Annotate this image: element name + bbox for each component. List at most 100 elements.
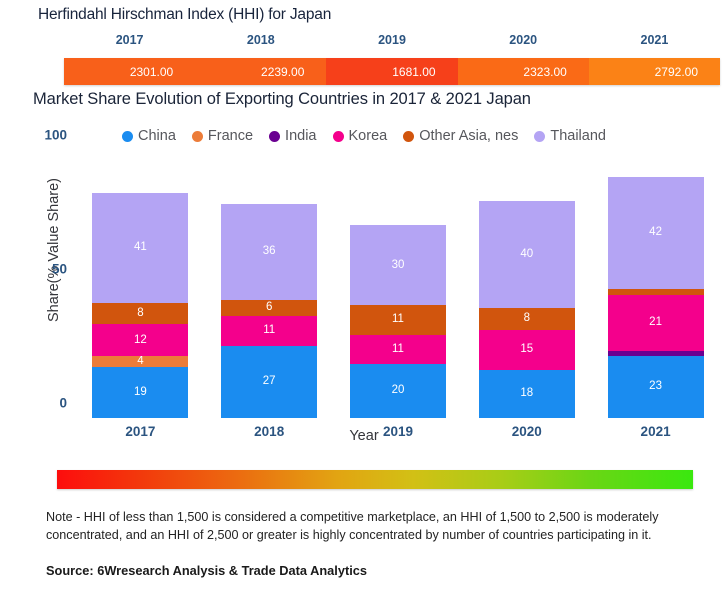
legend-item[interactable]: China	[122, 128, 176, 144]
bar-segment[interactable]: 11	[349, 305, 446, 335]
hhi-scale-gradient-bar	[57, 470, 693, 489]
bar-segment-value: 18	[520, 387, 534, 400]
bar-segment[interactable]	[607, 289, 704, 295]
bar-segment[interactable]: 11	[349, 334, 446, 365]
bar-segment-value: 27	[262, 375, 276, 388]
bar-segment-value: 23	[649, 380, 662, 393]
hhi-title: Herfindahl Hirschman Index (HHI) for Jap…	[38, 6, 332, 23]
legend-swatch-circle-icon	[191, 130, 203, 142]
hhi-year-label: 2021	[640, 33, 669, 47]
bar-segment[interactable]: 36	[221, 203, 318, 301]
chart-legend: China France India Korea Other Asia, nes Thai…	[0, 128, 728, 144]
hhi-value-bar: 2301.00 2239.00 1681.00 2323.00 2792.00	[64, 58, 721, 85]
bar-segment[interactable]: 4	[92, 354, 189, 368]
stacked-bar[interactable]: 20 11 11 30	[349, 225, 446, 418]
bar-segment-value: 11	[263, 324, 276, 337]
bar-segment-value: 6	[265, 301, 273, 314]
bar-segment[interactable]: 6	[221, 300, 318, 317]
bar-segment[interactable]: 27	[221, 345, 318, 418]
bar-segment[interactable]: 8	[92, 302, 189, 325]
bar-segment-value: 12	[133, 333, 147, 346]
bar-segment[interactable]: 23	[607, 356, 704, 418]
legend-swatch-circle-icon	[269, 130, 281, 142]
stacked-bar[interactable]: 23 21 42	[607, 176, 704, 418]
bar-group: 19 4 12 8 41 2017 27 11 6 36 2018 20 11 11 30 2019 18 15 8…	[76, 150, 720, 439]
hhi-year-label: 2019	[378, 33, 406, 47]
hhi-year-label: 2017	[115, 33, 144, 47]
legend-label: Other Asia, nes	[419, 128, 519, 144]
bar-segment[interactable]: 41	[92, 192, 189, 303]
bar-segment-value: 15	[520, 342, 534, 355]
x-axis-tick-label: 2018	[254, 424, 285, 439]
legend-item[interactable]: Korea	[332, 128, 388, 144]
stacked-bar[interactable]: 18 15 8 40	[478, 200, 575, 418]
x-axis-tick-label: 2019	[382, 424, 414, 439]
legend-item[interactable]: France	[191, 128, 254, 144]
x-axis-label: Year	[349, 428, 379, 444]
bar-segment-value: 11	[392, 313, 404, 326]
bar-segment-value: 19	[133, 385, 147, 398]
x-axis-tick-label: 2020	[511, 424, 542, 439]
bar-segment-value: 41	[133, 241, 147, 254]
bar-slot: 19 4 12 8 41 2017	[76, 150, 205, 439]
bar-segment-value: 42	[649, 226, 662, 239]
bar-segment[interactable]: 42	[607, 176, 704, 290]
hhi-value-cell: 2792.00	[588, 58, 721, 85]
legend-item[interactable]: Other Asia, nes	[403, 128, 518, 144]
hhi-value-cell: 2323.00	[457, 58, 589, 85]
bar-slot: 20 11 11 30 2019	[334, 150, 463, 439]
bar-segment[interactable]: 30	[349, 225, 446, 306]
bar-segment[interactable]: 19	[92, 367, 189, 418]
legend-swatch-circle-icon	[534, 130, 546, 142]
legend-item[interactable]: Thailand	[534, 128, 606, 144]
bar-segment[interactable]: 12	[92, 324, 189, 357]
chart-title: Market Share Evolution of Exporting Coun…	[33, 90, 531, 108]
bar-segment[interactable]: 15	[478, 329, 575, 370]
legend-label: India	[285, 128, 317, 144]
y-axis-tick-label: 100	[44, 127, 67, 143]
y-axis-label: Share(% Value Share)	[46, 177, 62, 323]
bar-segment-value: 40	[520, 247, 534, 260]
hhi-value-cell: 1681.00	[326, 58, 458, 85]
bar-segment-value: 20	[391, 384, 405, 397]
bar-segment-value: 8	[523, 312, 530, 325]
legend-item[interactable]: India	[269, 128, 317, 144]
bar-slot: 23 21 42 2021	[591, 150, 720, 439]
hhi-value-cell: 2239.00	[195, 58, 327, 85]
plot-area: Share(% Value Share) 19 4 12 8 41 2017 27 11 6 36…	[44, 128, 720, 439]
bar-slot: 27 11 6 36 2018	[205, 150, 334, 439]
bar-segment[interactable]: 21	[607, 294, 704, 352]
bar-segment[interactable]: 18	[478, 369, 575, 418]
bar-segment-value: 21	[649, 316, 662, 329]
bar-segment-value: 11	[392, 342, 404, 355]
bar-segment-value: 4	[137, 354, 144, 367]
legend-swatch-circle-icon	[332, 130, 344, 142]
hhi-value-cell: 2301.00	[64, 58, 196, 85]
bar-segment[interactable]: 11	[221, 316, 318, 346]
bar-segment[interactable]	[607, 351, 704, 357]
bar-segment[interactable]: 40	[478, 200, 575, 309]
bar-segment-value: 36	[262, 245, 276, 258]
x-axis-tick-label: 2017	[125, 424, 156, 439]
legend-label: Korea	[348, 128, 388, 144]
bar-segment[interactable]: 8	[478, 308, 575, 330]
y-axis-tick-label: 0	[59, 395, 67, 411]
legend-label: France	[207, 128, 254, 144]
stacked-bar[interactable]: 27 11 6 36	[221, 203, 318, 418]
legend-swatch-circle-icon	[122, 130, 134, 142]
bar-segment[interactable]: 20	[349, 364, 446, 418]
legend-label: China	[138, 128, 176, 144]
footnote-text: Note - HHI of less than 1,500 is conside…	[46, 510, 659, 543]
bar-segment-value: 8	[137, 306, 144, 319]
hhi-year-label: 2020	[509, 33, 538, 47]
bar-slot: 18 15 8 40 2020	[462, 150, 591, 439]
bar-segment-value: 30	[391, 258, 405, 271]
legend-swatch-circle-icon	[403, 130, 415, 142]
hhi-year-header: 2017 2018 2019 2020 2021	[64, 33, 720, 53]
legend-label: Thailand	[550, 128, 606, 144]
source-text: Source: 6Wresearch Analysis & Trade Data…	[46, 563, 368, 578]
x-axis-tick-label: 2021	[640, 424, 671, 439]
stacked-bar[interactable]: 19 4 12 8 41	[92, 192, 189, 418]
y-axis-tick-label: 50	[51, 261, 67, 277]
